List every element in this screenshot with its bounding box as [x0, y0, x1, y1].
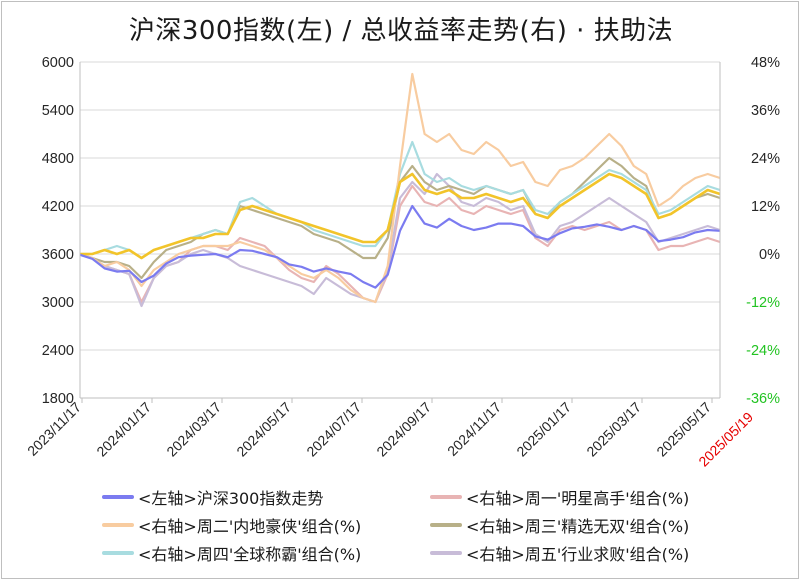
x-tick-label: 2025/03/17: [583, 399, 644, 460]
legend-label: <右轴>周三'精选无双'组合(%): [466, 517, 690, 536]
legend-item: <右轴>周四'全球称霸'组合(%): [102, 540, 361, 566]
left-tick-label: 4200: [42, 199, 74, 215]
right-tick-label: -24%: [746, 343, 780, 359]
x-tick-label: 2024/09/17: [373, 399, 434, 460]
legend-label: <右轴>周四'全球称霸'组合(%): [138, 545, 362, 564]
left-tick-label: 3000: [42, 295, 74, 311]
x-tick-label: 2024/05/17: [233, 399, 294, 460]
x-axis-ticks: 2023/11/17 2024/01/17 2024/03/17 2024/05/17…: [24, 399, 756, 470]
series-line-6: [80, 172, 721, 260]
axes: [79, 62, 721, 403]
x-tick-label: 2023/11/17: [24, 399, 84, 459]
legend-swatch: [102, 495, 134, 499]
left-tick-label: 1800: [42, 391, 74, 407]
series-line-0: [79, 204, 721, 289]
left-tick-label: 4800: [42, 151, 74, 167]
legend-swatch: [430, 551, 462, 555]
legend-item: <右轴>周五'行业求败'组合(%): [430, 540, 689, 566]
series-line-1: [79, 184, 721, 304]
right-tick-label: 0%: [759, 247, 780, 263]
right-axis-ticks: 48% 36% 24% 12% 0% -12% -24% -36%: [746, 55, 780, 407]
legend-item: <右轴>周一'明星高手'组合(%): [430, 484, 689, 510]
legend-label: <右轴>周五'行业求败'组合(%): [466, 545, 690, 564]
left-tick-label: 6000: [42, 55, 74, 71]
legend-item: <右轴>周二'内地豪侠'组合(%): [102, 512, 361, 538]
legend-swatch: [102, 523, 134, 527]
right-tick-label: -36%: [746, 391, 780, 407]
series-line-2: [79, 72, 721, 304]
x-tick-label: 2024/07/17: [303, 399, 364, 460]
x-tick-label: 2025/01/17: [513, 399, 574, 460]
x-tick-label: 2024/11/17: [444, 399, 504, 459]
legend-label: <右轴>周一'明星高手'组合(%): [466, 489, 690, 508]
x-tick-label: 2024/03/17: [163, 399, 224, 460]
right-tick-label: 48%: [751, 55, 780, 71]
legend-label: <左轴>沪深300指数走势: [138, 489, 324, 508]
left-axis-ticks: 6000 5400 4800 4200 3600 3000 2400 1800: [42, 55, 74, 407]
series-line-5: [79, 172, 721, 308]
chart-legend: <左轴>沪深300指数走势 <右轴>周一'明星高手'组合(%) <右轴>周二'内地豪…: [0, 484, 802, 574]
legend-item: <左轴>沪深300指数走势: [102, 484, 323, 510]
right-tick-label: -12%: [746, 295, 780, 311]
left-tick-label: 2400: [42, 343, 74, 359]
legend-item: <右轴>周三'精选无双'组合(%): [430, 512, 689, 538]
left-tick-label: 5400: [42, 103, 74, 119]
legend-swatch: [430, 523, 462, 527]
legend-swatch: [102, 551, 134, 555]
legend-swatch: [430, 495, 462, 499]
chart-title: 沪深300指数(左) / 总收益率走势(右) · 扶助法: [128, 16, 674, 46]
right-tick-label: 36%: [751, 103, 780, 119]
x-tick-label: 2024/01/17: [93, 399, 154, 460]
left-tick-label: 3600: [42, 247, 74, 263]
legend-label: <右轴>周二'内地豪侠'组合(%): [138, 517, 362, 536]
right-tick-label: 24%: [751, 151, 780, 167]
series-layer: [79, 72, 721, 308]
right-tick-label: 12%: [751, 199, 780, 215]
